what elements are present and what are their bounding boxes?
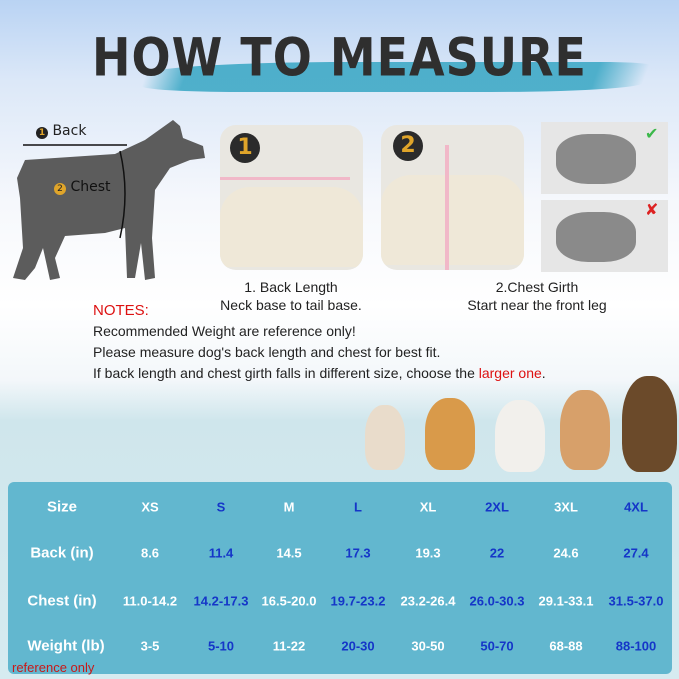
pomeranian-photo (425, 398, 475, 470)
weight-cell: 30-50 (411, 638, 445, 654)
back-cell: 14.5 (276, 545, 302, 561)
row-label-back: Back (in) (30, 544, 94, 562)
note-line-3-end: . (541, 365, 546, 381)
x-icon: ✘ (645, 200, 659, 219)
step-1-caption: 1. Back Length Neck base to tail base. (196, 278, 386, 314)
chest-cell: 11.0-14.2 (122, 593, 178, 609)
chest-label-group: 2 Chest (54, 179, 111, 195)
size-cell: XL (419, 499, 437, 515)
step-1-badge: 1 (230, 133, 260, 163)
chihuahua-photo (365, 405, 405, 470)
correct-fit-photo: ✔ (541, 122, 668, 194)
row-label-size: Size (46, 498, 78, 516)
weight-cell: 50-70 (480, 638, 514, 654)
dog-silhouette (13, 120, 205, 280)
size-cell: M (283, 499, 295, 515)
step-2-title: 2.Chest Girth (495, 279, 579, 295)
note-highlight: larger one (478, 365, 542, 381)
schnauzer-shape (556, 212, 636, 262)
back-cell: 24.6 (553, 545, 579, 561)
page-title: HOW TO MEASURE (92, 25, 587, 89)
weight-cell: 3-5 (140, 638, 160, 654)
back-cell: 17.3 (345, 545, 371, 561)
weight-cell: 88-100 (615, 638, 657, 654)
chest-cell: 23.2-26.4 (400, 593, 456, 609)
size-chart-table (8, 482, 672, 674)
dog-silhouette-diagram (13, 120, 205, 280)
weight-cell: 11-22 (272, 638, 306, 654)
chest-arrow (119, 150, 126, 239)
chest-cell: 14.2-17.3 (193, 593, 249, 609)
chest-label: Chest (70, 179, 111, 195)
poodle-photo (495, 400, 545, 472)
weight-reference-note: reference only (12, 660, 95, 675)
notes-section: NOTES: Recommended Weight are reference … (93, 300, 546, 384)
chest-cell: 26.0-30.3 (469, 593, 525, 609)
back-label: Back (52, 123, 87, 139)
back-cell: 19.3 (415, 545, 441, 561)
note-line-3-text: If back length and chest girth falls in … (93, 365, 479, 381)
size-cell: S (216, 499, 226, 515)
wrong-fit-photo: ✘ (541, 200, 668, 272)
chest-cell: 29.1-33.1 (538, 593, 594, 609)
back-cell: 11.4 (208, 545, 234, 561)
step-1-desc: Neck base to tail base. (220, 297, 362, 313)
measuring-tape (445, 145, 449, 270)
chest-girth-photo: 2 (381, 125, 524, 270)
step-1-title: 1. Back Length (244, 279, 338, 295)
back-cell: 8.6 (140, 545, 160, 561)
row-label-chest: Chest (in) (27, 592, 97, 610)
back-cell: 22 (489, 545, 505, 561)
schnauzer-shape (556, 134, 636, 184)
step-2-caption: 2.Chest Girth Start near the front leg (442, 278, 632, 314)
mannequin-dog-shape (220, 187, 363, 267)
weight-cell: 5-10 (207, 638, 235, 654)
check-icon: ✔ (645, 124, 659, 143)
size-cell: 4XL (624, 499, 648, 515)
step-2-badge: 2 (393, 131, 423, 161)
corgi-photo (560, 390, 610, 470)
back-label-group: 1 Back (36, 123, 86, 139)
note-line-1: Recommended Weight are reference only! (93, 323, 356, 339)
weight-cell: 20-30 (341, 638, 375, 654)
german-shepherd-photo (622, 376, 677, 472)
chest-cell: 16.5-20.0 (261, 593, 317, 609)
chest-cell: 31.5-37.0 (608, 593, 664, 609)
size-cell: 2XL (485, 499, 509, 515)
size-cell: 3XL (554, 499, 578, 515)
step-2-desc: Start near the front leg (467, 297, 607, 313)
row-label-weight: Weight (lb) (27, 637, 105, 655)
chest-number-badge: 2 (54, 183, 66, 195)
notes-heading: NOTES: (93, 302, 149, 319)
back-cell: 27.4 (623, 545, 649, 561)
mannequin-dog-shape (381, 175, 524, 265)
weight-cell: 68-88 (549, 638, 583, 654)
size-cell: L (354, 499, 362, 515)
back-length-photo: 1 (220, 125, 363, 270)
note-line-3: If back length and chest girth falls in … (93, 363, 546, 384)
size-cell: XS (141, 499, 159, 515)
measuring-tape (220, 177, 350, 180)
back-number-badge: 1 (36, 127, 48, 139)
chest-cell: 19.7-23.2 (330, 593, 386, 609)
note-line-2: Please measure dog's back length and che… (93, 344, 441, 360)
